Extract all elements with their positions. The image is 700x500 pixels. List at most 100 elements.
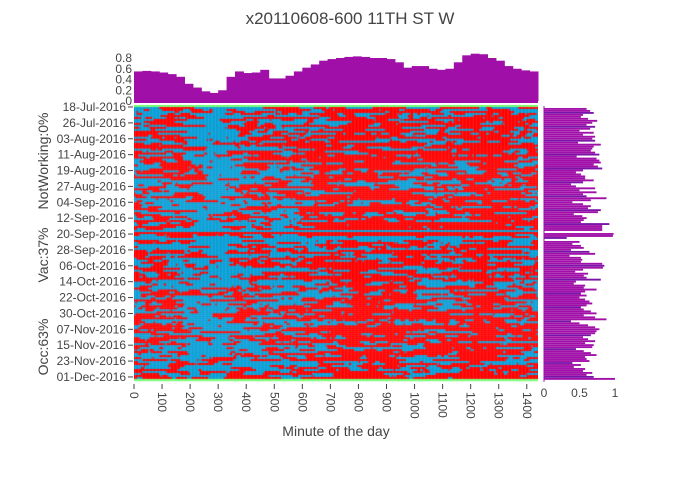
top-profile-bar — [495, 60, 505, 101]
side-profile-bar — [544, 258, 583, 261]
side-profile-bar — [544, 115, 581, 118]
top-profile-bar — [268, 78, 278, 101]
top-profile-bar — [310, 64, 320, 101]
side-profile-bar — [544, 350, 584, 353]
x-tick-label: 1000 — [408, 392, 422, 419]
side-profile-bar — [544, 135, 596, 138]
side-profile-bar — [544, 326, 596, 329]
y-tick-label: 20-Sep-2016 — [57, 227, 127, 241]
side-profile-bar — [544, 252, 596, 255]
side-profile-bar — [544, 288, 597, 291]
side-profile-bar — [544, 314, 584, 317]
top-profile-bar — [293, 71, 303, 101]
y-tick-label: 30-Oct-2016 — [59, 306, 126, 320]
top-y-tick: 0 — [125, 94, 132, 108]
top-profile-bar — [504, 66, 514, 101]
x-tick-label: 0 — [127, 392, 141, 399]
top-profile-bar — [361, 56, 371, 101]
side-profile-bar — [544, 211, 598, 214]
side-profile-bar — [544, 270, 576, 273]
y-tick-label: 28-Sep-2016 — [57, 243, 127, 257]
top-y-tick: 0.8 — [115, 51, 132, 65]
side-profile-bar — [544, 171, 576, 174]
top-profile-bar — [344, 56, 354, 101]
side-profile-bar — [544, 145, 594, 148]
top-profile-bar — [394, 62, 404, 101]
y-tick-label: 23-Nov-2016 — [57, 354, 127, 368]
x-tick-label: 500 — [267, 392, 281, 412]
side-profile-bar — [544, 225, 603, 227]
side-profile-bar — [544, 302, 593, 305]
top-profile-bar — [201, 91, 211, 101]
x-tick-label: 1300 — [492, 392, 506, 419]
side-profile-bar — [544, 278, 601, 281]
side-profile-bar — [544, 250, 590, 253]
y-tick-label: 06-Oct-2016 — [59, 259, 126, 273]
side-profile-bar — [544, 318, 607, 321]
top-profile-bar — [529, 71, 539, 101]
side-profile-bar — [544, 141, 579, 144]
side-profile-bar — [544, 328, 600, 331]
side-profile-bar — [544, 227, 603, 229]
side-profile-bar — [544, 129, 580, 132]
side-profile-bar — [544, 246, 584, 249]
side-profile-bar — [544, 338, 589, 341]
side-profile-bar — [544, 137, 593, 140]
side-profile-bar — [544, 264, 605, 267]
top-profile-bar — [327, 59, 337, 101]
x-tick-label: 900 — [380, 392, 394, 412]
side-profile-bar — [544, 121, 593, 124]
x-tick-label: 100 — [155, 392, 169, 412]
side-profile-bar — [544, 189, 580, 192]
side-profile-bar — [544, 201, 573, 204]
side-profile-bar — [544, 125, 596, 128]
top-profile-bar — [420, 66, 430, 101]
chart-title: x20110608-600 11TH ST W — [246, 9, 455, 28]
side-profile-bar — [544, 133, 584, 136]
side-profile-bar — [544, 221, 581, 224]
y-label-vac: Vac:37% — [35, 228, 51, 283]
y-axis-ticks: 18-Jul-2016 26-Jul-2016 03-Aug-2016 11-Aug-… — [57, 100, 133, 384]
top-profile-bar — [378, 58, 387, 101]
y-tick-label: 07-Nov-2016 — [57, 322, 127, 336]
side-profile-bar — [544, 197, 607, 200]
top-profile-bar — [209, 92, 219, 101]
side-profile-bar — [544, 209, 601, 212]
side-profile-bar — [544, 324, 589, 327]
side-profile-bar — [544, 193, 584, 196]
top-profile-bar — [192, 87, 202, 101]
y-tick-label: 27-Aug-2016 — [57, 179, 127, 193]
top-profile-bar — [428, 68, 438, 101]
side-profile-bar — [544, 244, 581, 247]
side-profile-bar — [544, 296, 580, 299]
top-profile-bar — [319, 60, 329, 101]
side-profile-bar — [544, 300, 590, 303]
y-tick-label: 03-Aug-2016 — [57, 132, 127, 146]
top-profile-bar — [411, 66, 421, 101]
top-y-tick: 0.6 — [115, 62, 132, 76]
top-profile-bar — [167, 74, 177, 101]
side-profile-bar — [544, 262, 603, 265]
y-tick-label: 22-Oct-2016 — [59, 291, 126, 305]
side-profile-bar — [544, 334, 591, 337]
side-profile-bar — [544, 342, 586, 345]
side-profile-bar — [544, 217, 587, 220]
side-profile-bar — [544, 147, 593, 150]
side-profile-bar — [544, 370, 584, 372]
side-profile-bar — [544, 344, 594, 347]
top-profile-bar — [336, 58, 345, 101]
side-profile-bar — [544, 310, 591, 313]
side-profile-bar — [544, 203, 584, 206]
top-profile-bar — [512, 68, 522, 101]
side-profile-bar — [544, 199, 591, 202]
side-profile-bar — [544, 179, 594, 182]
top-y-tick: 0.2 — [115, 83, 132, 97]
top-profile-bar — [285, 75, 295, 101]
x-tick-label: 1200 — [464, 392, 478, 419]
side-profile-bar — [544, 377, 615, 380]
side-profile-bar — [544, 157, 597, 160]
side-profile-bar — [544, 155, 577, 158]
side-profile-bar — [544, 173, 581, 176]
side-profile-bar — [544, 233, 614, 235]
